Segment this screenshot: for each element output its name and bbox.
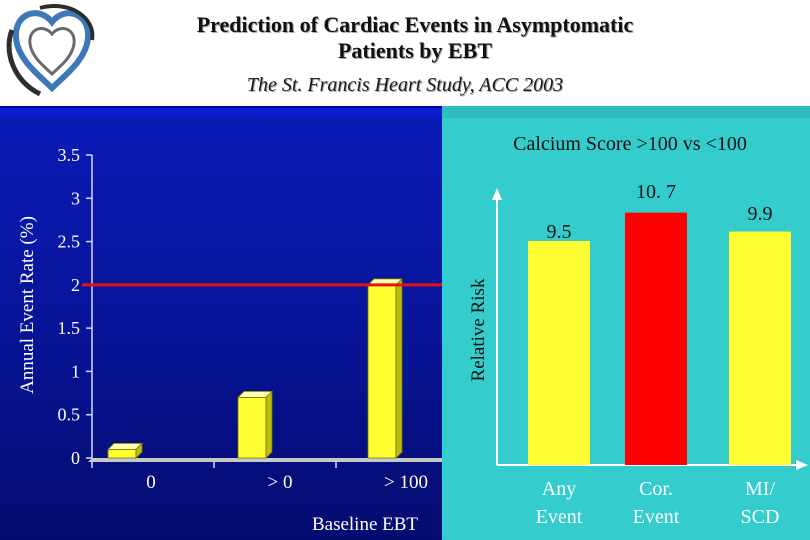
left-y-tick-label: 3 — [71, 188, 80, 208]
left-y-tick-label: 1 — [71, 361, 80, 381]
right-bar-value-label: 9.5 — [547, 221, 572, 243]
right-x-axis-arrow — [796, 460, 808, 470]
left-x-category-label: 0 — [146, 472, 156, 493]
right-x-category-label: MI/ — [745, 478, 775, 500]
left-y-tick-label: 3.5 — [58, 145, 81, 165]
left-x-axis-title: Baseline EBT — [312, 514, 418, 535]
right-bar — [625, 212, 687, 465]
left-y-axis-title: Annual Event Rate (%) — [17, 216, 38, 394]
right-bar-value-label: 10. 7 — [636, 181, 676, 203]
right-chart-title: Calcium Score >100 vs <100 — [513, 133, 747, 155]
right-bar — [528, 240, 590, 465]
left-bar-side — [395, 277, 403, 459]
left-y-tick-label: 1.5 — [58, 318, 81, 338]
right-x-category-label: SCD — [741, 506, 780, 528]
left-bar-side — [265, 390, 273, 459]
left-bar — [107, 448, 137, 459]
left-floor — [88, 458, 442, 462]
heart-logo-icon — [0, 0, 100, 106]
left-y-tick-label: 2.5 — [58, 232, 81, 252]
right-y-axis-arrow — [492, 188, 502, 200]
page-title: Prediction of Cardiac Events in Asymptom… — [196, 12, 634, 63]
left-bar — [367, 284, 397, 459]
left-x-category-label: > 0 — [268, 472, 293, 493]
page-subtitle: The St. Francis Heart Study, ACC 2003 — [246, 74, 564, 96]
left-y-tick-label: 0 — [71, 448, 80, 468]
left-bar-side — [135, 442, 143, 459]
right-x-category-label: Any — [542, 478, 576, 500]
right-x-category-label: Event — [536, 506, 583, 528]
left-x-category-label: > 100 — [384, 472, 428, 493]
right-x-category-label: Cor. — [639, 478, 673, 500]
left-y-tick-label: 0.5 — [58, 405, 81, 425]
left-y-tick-label: 2 — [71, 275, 80, 295]
right-y-axis-title: Relative Risk — [468, 278, 489, 381]
panel-divider — [0, 106, 442, 116]
right-panel-strip — [442, 106, 810, 118]
header: Prediction of Cardiac Events in Asymptom… — [0, 0, 810, 106]
right-bar-value-label: 9.9 — [748, 203, 773, 225]
left-bar — [237, 396, 267, 459]
right-bar — [729, 231, 791, 465]
right-x-category-label: Event — [633, 506, 680, 528]
